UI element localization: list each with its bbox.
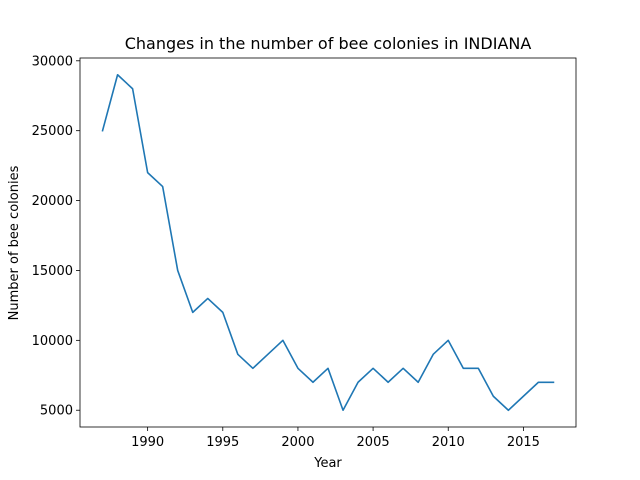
plot-area bbox=[79, 57, 577, 428]
x-tick-label: 2005 bbox=[357, 435, 390, 450]
y-axis: 5000 10000 15000 20000 25000 30000 bbox=[32, 54, 80, 419]
chart-title: Changes in the number of bee colonies in… bbox=[125, 34, 532, 53]
x-tick-label: 1995 bbox=[206, 435, 239, 450]
x-axis: 1990 1995 2000 2005 2010 2015 bbox=[131, 427, 540, 450]
y-tick-label: 30000 bbox=[32, 54, 73, 69]
y-tick-label: 25000 bbox=[32, 124, 73, 139]
x-tick-label: 1990 bbox=[131, 435, 164, 450]
x-axis-label: Year bbox=[313, 456, 342, 471]
y-tick-label: 10000 bbox=[32, 334, 73, 349]
y-tick-label: 15000 bbox=[32, 264, 73, 279]
x-tick-label: 2010 bbox=[432, 435, 465, 450]
y-axis-label: Number of bee colonies bbox=[7, 165, 22, 320]
series-layer bbox=[101, 73, 555, 412]
series-line-0 bbox=[101, 73, 555, 412]
y-tick-label: 20000 bbox=[32, 194, 73, 209]
x-tick-label: 2015 bbox=[507, 435, 540, 450]
y-tick-label: 5000 bbox=[40, 404, 73, 419]
x-tick-label: 2000 bbox=[281, 435, 314, 450]
